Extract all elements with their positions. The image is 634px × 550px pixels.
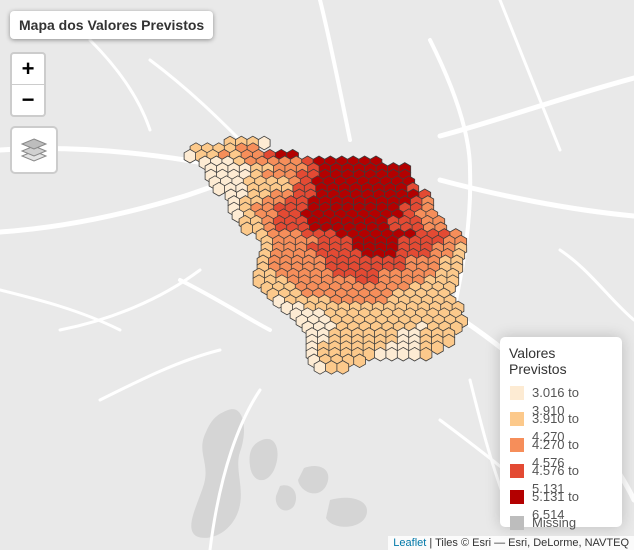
zoom-control: + −: [10, 52, 46, 117]
legend-swatch: [510, 464, 524, 478]
legend-item: 3.016 to 3.910: [508, 384, 614, 418]
hexagon-cell[interactable]: [325, 360, 338, 375]
hexagon-cell[interactable]: [374, 346, 387, 362]
hexagon-cell[interactable]: [396, 346, 410, 362]
zoom-in-button[interactable]: +: [12, 54, 44, 85]
legend-label: 3.910 to 4.270: [532, 411, 579, 444]
legend-item: Missing: [508, 514, 614, 540]
attribution: Leaflet | Tiles © Esri — Esri, DeLorme, …: [388, 536, 634, 550]
legend-item: 3.910 to 4.270: [508, 410, 614, 444]
map-title: Mapa dos Valores Previstos: [10, 11, 214, 39]
hexagon-cell[interactable]: [408, 346, 421, 362]
hexagon-cell[interactable]: [240, 221, 254, 237]
hexagon-cell[interactable]: [336, 360, 350, 375]
hexagon-cell[interactable]: [385, 346, 399, 362]
legend-label: 4.576 to 5.131: [532, 463, 579, 496]
hexagon-cell[interactable]: [431, 340, 444, 355]
legend-swatch: [510, 490, 524, 504]
hexagon-cell[interactable]: [419, 346, 433, 362]
legend-items: 3.016 to 3.910 3.910 to 4.270 4.270 to 4.5…: [508, 384, 614, 540]
legend-label: 4.270 to 4.576: [532, 437, 579, 470]
hexagon-cell[interactable]: [212, 181, 226, 197]
hexagon-cell[interactable]: [353, 353, 366, 369]
legend-label: Missing: [532, 515, 577, 530]
legend-swatch: [510, 386, 524, 400]
legend-item: 5.131 to 6.514: [508, 488, 614, 522]
layers-control-button[interactable]: [10, 126, 58, 174]
zoom-out-button[interactable]: −: [21, 87, 35, 112]
hexagon-cell[interactable]: [183, 148, 197, 164]
legend-item: 4.270 to 4.576: [508, 436, 614, 470]
legend-swatch: [510, 438, 524, 452]
hexagon-cell[interactable]: [442, 333, 456, 349]
legend-item: 4.576 to 5.131: [508, 462, 614, 496]
legend-label: 5.131 to 6.514: [532, 489, 579, 522]
legend-title: Valores Previstos: [509, 345, 567, 377]
layers-icon: [20, 138, 48, 162]
attribution-text: | Tiles © Esri — Esri, DeLorme, NAVTEQ: [426, 537, 629, 549]
legend: Valores Previstos 3.016 to 3.910 3.910 to…: [500, 337, 622, 530]
hexagon-cell[interactable]: [257, 135, 271, 151]
leaflet-link[interactable]: Leaflet: [393, 537, 427, 549]
legend-swatch: [510, 516, 524, 530]
legend-label: 3.016 to 3.910: [532, 385, 579, 418]
legend-swatch: [510, 412, 524, 426]
water-bodies: [191, 409, 368, 538]
hexagon-cell[interactable]: [313, 360, 327, 375]
